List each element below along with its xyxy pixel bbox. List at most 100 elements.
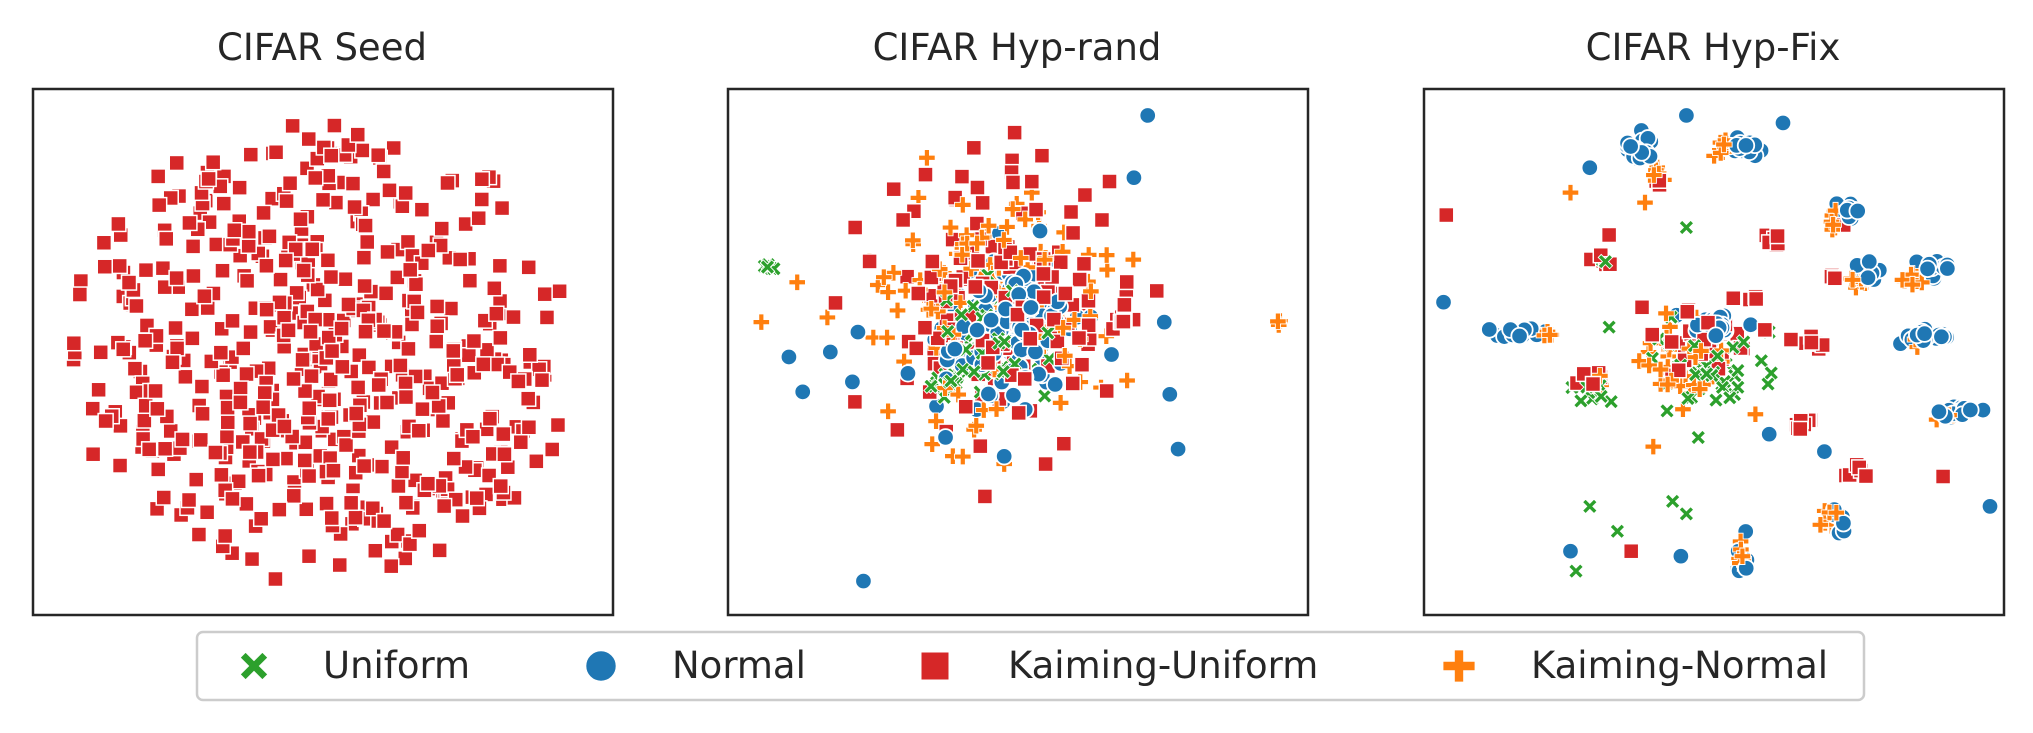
scatter-point-kaiming-normal bbox=[1674, 400, 1692, 418]
scatter-point-kaiming-normal bbox=[1056, 347, 1074, 365]
scatter-point-kaiming-uniform bbox=[224, 490, 241, 508]
scatter-point-uniform bbox=[1603, 393, 1620, 410]
scatter-point-kaiming-uniform bbox=[295, 262, 312, 279]
scatter-point-kaiming-uniform bbox=[1080, 317, 1097, 334]
scatter-point-uniform bbox=[759, 259, 776, 275]
scatter-point-kaiming-uniform bbox=[344, 175, 362, 192]
scatter-point-kaiming-uniform bbox=[226, 222, 243, 239]
scatter-point-kaiming-uniform bbox=[174, 431, 191, 448]
scatter-point-kaiming-uniform bbox=[974, 194, 991, 212]
scatter-point-normal bbox=[1168, 439, 1188, 459]
scatter-point-kaiming-normal bbox=[1097, 246, 1116, 264]
scatter-point-kaiming-uniform bbox=[164, 354, 181, 371]
scatter-point-kaiming-normal bbox=[879, 402, 897, 421]
scatter-point-kaiming-uniform bbox=[1699, 314, 1717, 331]
scatter-point-kaiming-uniform bbox=[397, 388, 415, 406]
scatter-point-kaiming-normal bbox=[987, 400, 1006, 418]
scatter-point-kaiming-normal bbox=[1016, 210, 1034, 229]
scatter-point-kaiming-uniform bbox=[177, 368, 194, 386]
scatter-point-kaiming-uniform bbox=[187, 471, 205, 488]
scatter-point-kaiming-uniform bbox=[356, 277, 373, 295]
scatter-point-kaiming-uniform bbox=[1022, 330, 1039, 348]
scatter-point-kaiming-uniform bbox=[549, 416, 567, 434]
scatter-point-kaiming-uniform bbox=[271, 501, 288, 518]
scatter-point-kaiming-uniform bbox=[1075, 255, 1093, 273]
scatter-point-kaiming-uniform bbox=[1600, 226, 1618, 244]
scatter-point-kaiming-uniform bbox=[167, 319, 184, 337]
scatter-point-kaiming-uniform bbox=[232, 380, 249, 397]
scatter-point-normal bbox=[1915, 324, 1934, 343]
scatter-point-kaiming-uniform bbox=[292, 210, 309, 228]
scatter-point-kaiming-uniform bbox=[208, 236, 225, 253]
scatter-point-kaiming-uniform bbox=[219, 413, 237, 431]
scatter-point-kaiming-uniform bbox=[258, 257, 275, 275]
legend-entry-uniform: Uniform bbox=[238, 644, 470, 687]
scatter-point-normal bbox=[1510, 326, 1529, 346]
scatter-point-kaiming-uniform bbox=[309, 281, 326, 298]
scatter-point-kaiming-uniform bbox=[319, 252, 337, 269]
scatter-point-uniform bbox=[1698, 366, 1715, 382]
scatter-point-kaiming-uniform bbox=[481, 410, 499, 427]
scatter-point-kaiming-uniform bbox=[414, 400, 431, 418]
scatter-point-kaiming-uniform bbox=[377, 285, 395, 302]
scatter-point-kaiming-uniform bbox=[419, 475, 437, 492]
scatter-point-kaiming-normal bbox=[1051, 394, 1070, 412]
scatter-point-normal bbox=[843, 372, 862, 392]
legend-symbol-kaiming-uniform bbox=[918, 649, 952, 683]
scatter-point-kaiming-uniform bbox=[284, 117, 301, 135]
scatter-point-kaiming-uniform bbox=[240, 237, 257, 255]
scatter-point-kaiming-uniform bbox=[473, 191, 491, 208]
scatter-point-kaiming-uniform bbox=[1756, 321, 1774, 339]
panel-cifar-seed: CIFAR Seed bbox=[31, 26, 615, 617]
scatter-point-kaiming-uniform bbox=[333, 320, 350, 337]
legend-marker-normal-circle-icon bbox=[582, 647, 620, 685]
scatter-point-kaiming-uniform bbox=[120, 274, 138, 291]
scatter-point-kaiming-uniform bbox=[360, 359, 378, 376]
legend-label-normal: Normal bbox=[672, 644, 806, 687]
scatter-point-kaiming-uniform bbox=[318, 495, 335, 512]
scatter-point-kaiming-uniform bbox=[147, 382, 164, 400]
scatter-point-kaiming-uniform bbox=[1116, 296, 1133, 314]
scatter-point-kaiming-uniform bbox=[149, 168, 167, 185]
scatter-point-normal bbox=[945, 339, 964, 359]
scatter-point-kaiming-normal bbox=[818, 308, 837, 327]
scatter-point-kaiming-uniform bbox=[1115, 313, 1132, 330]
scatter-point-kaiming-uniform bbox=[965, 139, 983, 157]
scatter-point-uniform bbox=[995, 363, 1012, 380]
scatter-point-kaiming-uniform bbox=[307, 169, 324, 187]
scatter-point-kaiming-uniform bbox=[434, 412, 452, 430]
scatter-point-kaiming-uniform bbox=[505, 308, 522, 326]
scatter-point-kaiming-uniform bbox=[128, 384, 145, 401]
scatter-points bbox=[65, 117, 568, 588]
scatter-point-kaiming-uniform bbox=[1055, 435, 1073, 452]
legend-marker-kaiming-uniform-square-icon bbox=[918, 649, 952, 683]
axes-frame bbox=[1422, 87, 2006, 617]
scatter-point-kaiming-uniform bbox=[1004, 174, 1022, 191]
scatter-point-normal bbox=[1480, 320, 1499, 339]
scatter-point-kaiming-uniform bbox=[258, 301, 275, 318]
scatter-point-kaiming-uniform bbox=[280, 322, 297, 339]
legend-entry-kaiming-uniform: Kaiming-Uniform bbox=[918, 644, 1318, 687]
scatter-point-normal bbox=[1938, 259, 1957, 278]
scatter-point-kaiming-uniform bbox=[357, 217, 374, 234]
scatter-point-normal bbox=[848, 322, 868, 342]
scatter-point-uniform bbox=[1568, 563, 1584, 579]
scatter-point-kaiming-uniform bbox=[214, 366, 232, 384]
scatter-point-kaiming-normal bbox=[1012, 249, 1030, 267]
scatter-point-kaiming-uniform bbox=[192, 431, 210, 449]
scatter-point-kaiming-uniform bbox=[427, 333, 445, 350]
scatter-point-kaiming-uniform bbox=[272, 271, 289, 288]
scatter-point-kaiming-uniform bbox=[296, 452, 313, 469]
scatter-point-kaiming-uniform bbox=[200, 170, 217, 188]
scatter-point-kaiming-normal bbox=[1893, 271, 1912, 289]
scatter-point-kaiming-uniform bbox=[314, 191, 332, 209]
scatter-point-kaiming-uniform bbox=[976, 488, 994, 505]
scatter-point-uniform bbox=[1753, 352, 1770, 369]
scatter-point-kaiming-uniform bbox=[493, 199, 511, 217]
scatter-point-normal bbox=[981, 310, 1001, 330]
scatter-point-kaiming-uniform bbox=[969, 252, 987, 270]
scatter-point-kaiming-normal bbox=[1082, 282, 1100, 301]
scatter-point-kaiming-uniform bbox=[1010, 404, 1027, 422]
scatter-point-uniform bbox=[1680, 390, 1696, 407]
scatter-point-kaiming-normal bbox=[1715, 135, 1733, 154]
